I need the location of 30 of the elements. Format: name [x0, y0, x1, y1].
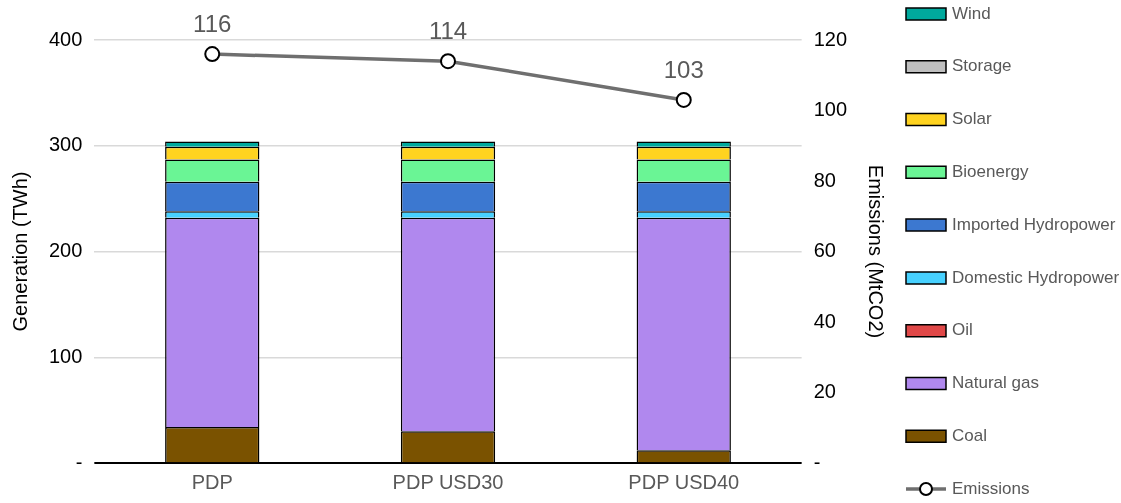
y2-tick-label: 20 — [813, 380, 836, 403]
y-tick-label: - — [75, 450, 83, 473]
y2-tick-label: 100 — [813, 98, 848, 121]
legend-label: Imported Hydropower — [952, 214, 1116, 234]
y2-tick-label: 40 — [813, 309, 836, 332]
legend-label: Coal — [952, 425, 987, 445]
y-tick-label: 100 — [48, 344, 83, 367]
y2-tick-label: 120 — [813, 27, 848, 50]
legend-label: Domestic Hydropower — [952, 267, 1120, 287]
legend-label: Wind — [952, 3, 991, 23]
legend-label: Emissions — [952, 478, 1030, 498]
x-tick-label: PDP USD30 — [392, 470, 504, 493]
legend-label: Oil — [952, 320, 973, 340]
y-axis-title: Generation (TWh) — [8, 171, 31, 332]
legend-label: Bioenergy — [952, 162, 1030, 182]
data-label: 116 — [193, 9, 232, 37]
y-tick-label: 400 — [48, 27, 83, 50]
x-tick-label: PDP USD40 — [628, 470, 740, 493]
y-tick-label: 200 — [48, 239, 83, 262]
x-tick-label: PDP — [191, 470, 233, 493]
y2-axis-title: Emissions (MtCO2) — [865, 164, 888, 339]
legend-label: Natural gas — [952, 373, 1039, 393]
y-tick-label: 300 — [48, 133, 83, 156]
y2-tick-label: 60 — [813, 239, 836, 262]
y2-tick-label: - — [813, 450, 821, 473]
data-label: 103 — [663, 55, 704, 83]
y2-tick-label: 80 — [813, 168, 836, 191]
data-label: 114 — [428, 16, 468, 44]
legend-label: Solar — [952, 109, 993, 129]
legend-label: Storage — [952, 56, 1012, 76]
